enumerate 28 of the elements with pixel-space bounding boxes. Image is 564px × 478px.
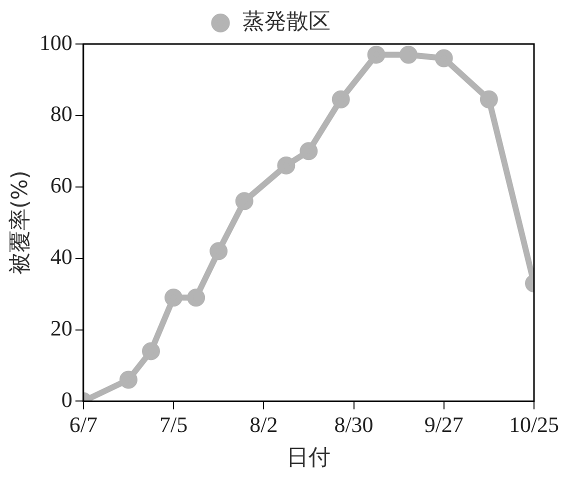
y-tick-label: 0 [61,386,72,412]
point [277,156,296,174]
x-tick-label: 8/30 [334,412,374,438]
point [399,46,418,64]
x-tick-label: 10/25 [508,412,560,438]
point [187,288,206,307]
point [332,90,350,108]
point [235,192,254,210]
y-tick-label: 60 [50,172,72,198]
y-tick-label: 100 [39,30,72,55]
x-axis-title: 日付 [286,446,331,471]
point [142,342,160,360]
point [300,142,318,160]
x-tick-label: 8/2 [250,412,278,438]
x-tick-label: 6/7 [69,412,98,438]
point [164,288,183,307]
y-tick-label: 80 [50,101,72,126]
point [210,242,228,260]
y-tick-label: 40 [50,244,72,270]
y-axis-title: 被覆率(%) [8,170,33,275]
point [434,49,453,68]
legend-label: 蒸発散区 [242,10,330,35]
point [480,90,498,108]
y-tick-label: 20 [50,316,72,341]
point [119,370,138,389]
point [367,46,386,64]
x-tick-label: 7/5 [159,412,188,438]
x-tick-label: 9/27 [424,412,464,438]
